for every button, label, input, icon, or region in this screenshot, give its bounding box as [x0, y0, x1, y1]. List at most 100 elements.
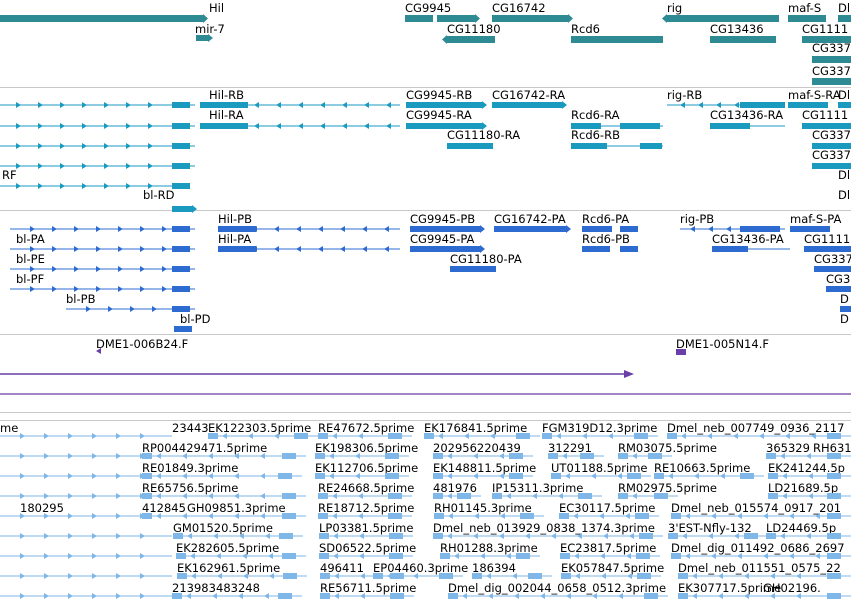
exon-marker[interactable] [789, 553, 794, 559]
feature-block[interactable] [172, 183, 190, 189]
clone-end-marker[interactable] [624, 370, 634, 378]
feature-label[interactable]: RE47672.5prime [318, 421, 415, 435]
feature-label[interactable]: CG337 [812, 64, 851, 78]
exon-marker[interactable] [239, 533, 244, 539]
exon-marker[interactable] [815, 553, 820, 559]
feature-block[interactable] [827, 493, 841, 499]
exon-marker[interactable] [329, 453, 334, 459]
feature-block[interactable] [654, 473, 664, 479]
exon-marker[interactable] [268, 553, 273, 559]
exon-marker[interactable] [74, 246, 79, 252]
feature-label[interactable]: CG16742-PA [494, 212, 566, 226]
exon-marker[interactable] [126, 143, 131, 149]
feature-block[interactable] [804, 246, 851, 252]
exon-marker[interactable] [362, 246, 367, 252]
exon-marker[interactable] [566, 593, 571, 599]
feature-block[interactable] [668, 533, 678, 539]
exon-marker[interactable] [16, 143, 21, 149]
feature-label[interactable]: RM03075.5prime [618, 441, 717, 455]
exon-marker[interactable] [96, 266, 101, 272]
feature-label[interactable]: Hil-PA [218, 232, 252, 246]
feature-label[interactable]: Dl [838, 88, 851, 102]
feature-label[interactable]: RH01145.3prime [434, 501, 532, 515]
exon-marker[interactable] [140, 266, 145, 272]
exon-marker[interactable] [20, 573, 25, 579]
exon-marker[interactable] [387, 573, 392, 579]
exon-marker[interactable] [274, 226, 279, 232]
feature-block[interactable] [433, 533, 443, 539]
exon-marker[interactable] [711, 553, 716, 559]
feature-label[interactable]: EK162961.5prime [177, 561, 281, 575]
exon-marker[interactable] [118, 226, 123, 232]
feature-label[interactable]: Dmel_dig_002044_0658_0512.3prime [448, 581, 667, 595]
exon-marker[interactable] [260, 453, 265, 459]
exon-marker[interactable] [104, 123, 109, 129]
exon-marker[interactable] [52, 286, 57, 292]
feature-block[interactable] [172, 163, 190, 169]
exon-marker[interactable] [208, 473, 213, 479]
exon-marker[interactable] [162, 226, 167, 232]
feature-label[interactable]: CG9945-RB [406, 88, 473, 102]
exon-marker[interactable] [332, 433, 337, 439]
feature-block[interactable] [450, 266, 496, 272]
exon-marker[interactable] [68, 493, 73, 499]
feature-label[interactable]: RF [2, 168, 17, 182]
feature-label[interactable]: Dl [838, 1, 851, 15]
exon-marker[interactable] [333, 533, 338, 539]
exon-marker[interactable] [216, 553, 221, 559]
exon-marker[interactable] [208, 493, 213, 499]
exon-marker[interactable] [260, 493, 265, 499]
exon-marker[interactable] [92, 493, 97, 499]
exon-marker[interactable] [162, 286, 167, 292]
feature-label[interactable]: EK122303.5prime [208, 421, 312, 435]
exon-marker[interactable] [156, 473, 161, 479]
exon-marker[interactable] [74, 226, 79, 232]
feature-label[interactable]: CG11180-PA [450, 252, 522, 266]
exon-marker[interactable] [358, 493, 363, 499]
feature-block[interactable] [814, 266, 851, 272]
feature-block[interactable] [627, 473, 641, 479]
exon-marker[interactable] [148, 123, 153, 129]
feature-label[interactable]: Dmel_dig_011492_0686_2697 [671, 541, 845, 555]
feature-block[interactable] [200, 102, 248, 108]
exon-marker[interactable] [116, 553, 121, 559]
strand-arrow[interactable] [475, 14, 480, 23]
exon-marker[interactable] [608, 433, 613, 439]
feature-block[interactable] [542, 433, 552, 439]
exon-marker[interactable] [190, 553, 195, 559]
exon-marker[interactable] [360, 573, 365, 579]
exon-marker[interactable] [86, 306, 91, 312]
feature-block[interactable] [440, 553, 450, 559]
feature-label[interactable]: 23443 [172, 421, 209, 435]
feature-block[interactable] [390, 593, 404, 599]
strand-arrow[interactable] [662, 14, 667, 23]
exon-marker[interactable] [447, 473, 452, 479]
feature-label[interactable]: RE24668.5prime [318, 481, 415, 495]
feature-block[interactable] [766, 533, 776, 539]
feature-block[interactable] [172, 593, 182, 599]
exon-marker[interactable] [152, 306, 157, 312]
feature-label[interactable]: 483248 [216, 581, 260, 595]
feature-label[interactable]: RH631 [813, 441, 851, 455]
exon-marker[interactable] [116, 433, 121, 439]
exon-marker[interactable] [44, 573, 49, 579]
exon-marker[interactable] [74, 266, 79, 272]
feature-block[interactable] [578, 493, 592, 499]
feature-block[interactable] [790, 226, 830, 232]
exon-marker[interactable] [38, 143, 43, 149]
exon-marker[interactable] [574, 553, 579, 559]
exon-marker[interactable] [558, 493, 563, 499]
feature-label[interactable]: 496411 [320, 561, 364, 575]
exon-marker[interactable] [680, 102, 685, 108]
feature-block[interactable] [740, 102, 785, 108]
exon-marker[interactable] [243, 573, 248, 579]
feature-block[interactable] [472, 573, 482, 579]
exon-marker[interactable] [298, 123, 303, 129]
feature-block[interactable] [620, 226, 638, 232]
exon-marker[interactable] [789, 513, 794, 519]
feature-label[interactable]: CG1111 [802, 22, 849, 36]
exon-marker[interactable] [720, 473, 725, 479]
exon-marker[interactable] [92, 593, 97, 599]
feature-label[interactable]: CG3 [826, 272, 851, 286]
